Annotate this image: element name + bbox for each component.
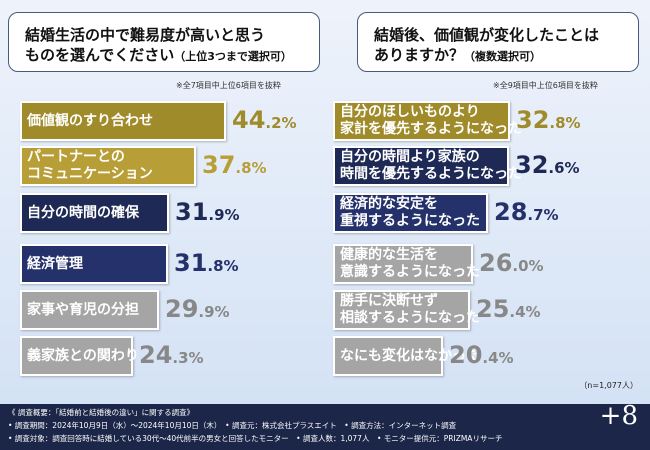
- left-bar-2: [20, 146, 196, 186]
- left-value-int-6: 24: [139, 341, 173, 369]
- right-question-line1: 結婚後、価値観が変化したことは: [374, 26, 600, 44]
- left-value-int-3: 31: [175, 198, 209, 226]
- footer-line-2: • 調査期間：2024年10月9日（水）〜2024年10月10日（木） • 調査…: [8, 421, 457, 430]
- left-bar-5: [20, 290, 159, 330]
- left-bar-4: [20, 244, 168, 284]
- left-bar-label-5: 家事や育児の分担: [27, 302, 139, 319]
- right-question-line2: ありますか？: [374, 46, 465, 64]
- right-bar-3: [333, 193, 488, 233]
- right-value-int-1: 32: [516, 106, 550, 134]
- right-bar-label-2-line-1: 自分の時間より家族の: [340, 149, 480, 165]
- right-value-4: 26.0%: [479, 249, 544, 277]
- right-value-dec-6: .4%: [482, 349, 514, 367]
- right-bar-label-1-line-2: 家計を優先するようになった: [340, 121, 522, 137]
- left-value-dec-1: .2%: [265, 114, 297, 132]
- right-value-int-2: 32: [515, 151, 549, 179]
- right-question-sub: （複数選択可）: [464, 50, 542, 63]
- left-value-dec-4: .8%: [207, 257, 239, 275]
- right-bar-label-2: 自分の時間より家族の 時間を優先するようになった: [340, 149, 522, 183]
- right-value-int-4: 26: [479, 249, 513, 277]
- left-value-dec-2: .8%: [235, 159, 267, 177]
- right-bar-label-2-line-2: 時間を優先するようになった: [340, 166, 522, 182]
- left-question-sub: （上位3つまで選択可）: [174, 50, 292, 63]
- right-value-dec-3: .7%: [527, 206, 559, 224]
- right-bar-6: [333, 336, 443, 376]
- right-bar-2: [333, 146, 509, 186]
- left-value-6: 24.3%: [139, 341, 204, 369]
- left-value-5: 29.9%: [165, 295, 230, 323]
- left-note: ※全7項目中上位6項目を抜粋: [176, 81, 281, 90]
- left-value-int-4: 31: [174, 249, 208, 277]
- left-bar-label-6-line-1: 義家族との関わり: [27, 347, 139, 364]
- right-bar-label-4-line-1: 健康的な生活を: [340, 247, 438, 263]
- right-value-int-3: 28: [494, 198, 528, 226]
- right-value-dec-5: .4%: [509, 303, 541, 321]
- left-value-int-2: 37: [202, 151, 236, 179]
- right-value-dec-4: .0%: [512, 257, 544, 275]
- right-note: ※全9項目中上位6項目を抜粋: [493, 81, 598, 90]
- left-bar-label-2-line-1: パートナーとの: [27, 149, 125, 165]
- left-question-line2: ものを選んでください: [25, 46, 175, 64]
- right-value-dec-2: .6%: [548, 159, 580, 177]
- left-bar-label-2-line-2: コミュニケーション: [27, 166, 153, 182]
- left-bar-label-6: 義家族との関わり: [27, 348, 139, 365]
- right-value-5: 25.4%: [476, 295, 541, 323]
- left-bar-label-4: 経済管理: [27, 256, 83, 273]
- left-value-dec-5: .9%: [198, 303, 230, 321]
- left-bar-label-5-line-1: 家事や育児の分担: [27, 301, 139, 318]
- right-bar-5: [333, 290, 470, 330]
- footer-line-1: 《 調査概要：「結婚前と結婚後の違い」に関する調査》: [8, 408, 195, 417]
- left-value-int-5: 29: [165, 295, 199, 323]
- left-value-dec-3: .9%: [208, 206, 240, 224]
- sample-size: （n=1,077人）: [579, 381, 638, 390]
- right-bar-label-6-line-1: なにも変化はなかった: [340, 347, 480, 364]
- footer-line-3: • 調査対象：調査回答時に結婚している30代〜40代前半の男女と回答したモニター…: [8, 434, 503, 443]
- right-value-3: 28.7%: [494, 198, 559, 226]
- left-bar-label-1-line-1: 価値観のすり合わせ: [27, 112, 153, 129]
- left-bar-label-3: 自分の時間の確保: [27, 205, 139, 222]
- survey-footer: 《 調査概要：「結婚前と結婚後の違い」に関する調査》 • 調査期間：2024年1…: [0, 401, 650, 450]
- right-value-int-6: 20: [449, 341, 483, 369]
- right-bar-4: [333, 244, 473, 284]
- left-value-2: 37.8%: [202, 151, 267, 179]
- left-value-4: 31.8%: [174, 249, 239, 277]
- left-value-int-1: 44: [232, 106, 266, 134]
- left-bar-6: [20, 336, 133, 376]
- left-value-1: 44.2%: [232, 106, 297, 134]
- right-chart-panel: 結婚後、価値観が変化したことは ありますか？（複数選択可） ※全9項目中上位6項…: [325, 0, 650, 404]
- right-value-int-5: 25: [476, 295, 510, 323]
- right-bar-label-5-line-1: 勝手に決断せず: [340, 293, 438, 309]
- right-bar-label-6: なにも変化はなかった: [340, 348, 480, 365]
- left-bar-label-2: パートナーとの コミュニケーション: [27, 149, 153, 183]
- left-chart-panel: 結婚生活の中で難易度が高いと思う ものを選んでください（上位3つまで選択可） ※…: [0, 0, 325, 404]
- right-bar-label-3-line-2: 重視するようになった: [340, 213, 480, 229]
- right-bar-label-3: 経済的な安定を 重視するようになった: [340, 196, 480, 230]
- right-value-2: 32.6%: [515, 151, 580, 179]
- left-value-3: 31.9%: [175, 198, 240, 226]
- left-value-dec-6: .3%: [172, 349, 204, 367]
- right-bar-label-3-line-1: 経済的な安定を: [340, 196, 438, 212]
- right-question-box: 結婚後、価値観が変化したことは ありますか？（複数選択可）: [357, 12, 639, 72]
- brand-logo: +8: [599, 401, 638, 431]
- right-value-dec-1: .8%: [549, 114, 581, 132]
- right-bar-label-5: 勝手に決断せず 相談するようになった: [340, 293, 480, 327]
- right-bar-label-4: 健康的な生活を 意識するようになった: [340, 247, 480, 281]
- right-bar-label-1: 自分のほしいものより 家計を優先するようになった: [340, 104, 522, 138]
- left-question-box: 結婚生活の中で難易度が高いと思う ものを選んでください（上位3つまで選択可）: [8, 12, 320, 72]
- right-bar-label-5-line-2: 相談するようになった: [340, 310, 480, 326]
- left-bar-3: [20, 193, 169, 233]
- right-bar-label-1-line-1: 自分のほしいものより: [340, 104, 480, 120]
- right-bar-1: [333, 101, 510, 141]
- left-bar-label-4-line-1: 経済管理: [27, 255, 83, 272]
- left-question-line1: 結婚生活の中で難易度が高いと思う: [25, 26, 266, 44]
- right-value-1: 32.8%: [516, 106, 581, 134]
- right-bar-label-4-line-2: 意識するようになった: [340, 264, 480, 280]
- left-bar-label-3-line-1: 自分の時間の確保: [27, 204, 139, 221]
- left-bar-1: [20, 101, 226, 141]
- right-value-6: 20.4%: [449, 341, 514, 369]
- left-bar-label-1: 価値観のすり合わせ: [27, 113, 153, 130]
